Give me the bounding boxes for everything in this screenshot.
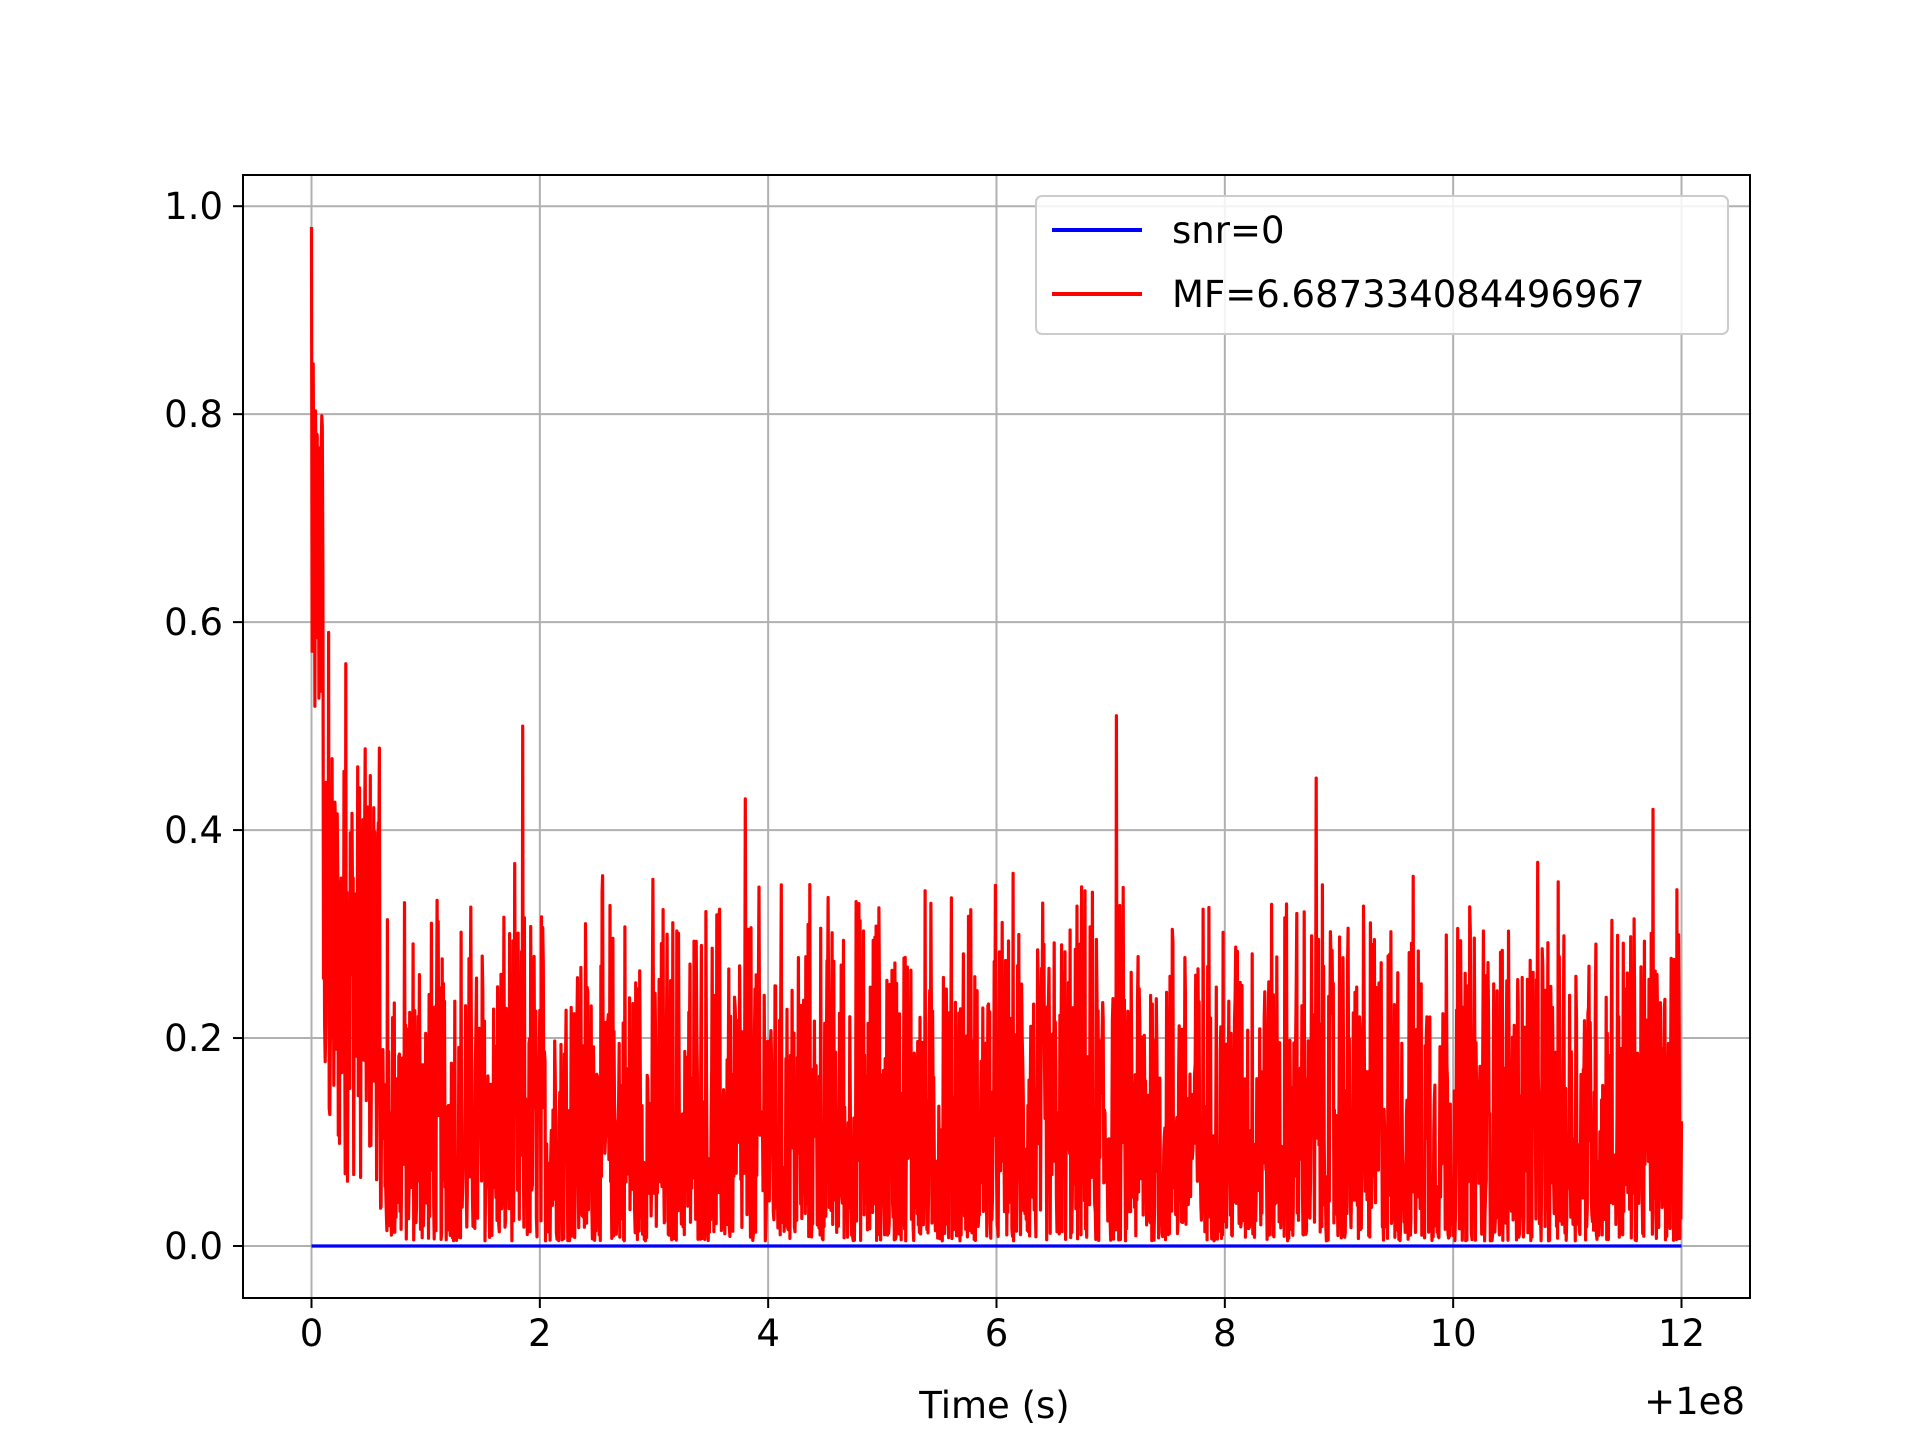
x-tick-label: 0 — [300, 1312, 324, 1355]
x-axis-label: Time (s) — [918, 1384, 1069, 1427]
y-tick-label: 0.0 — [164, 1225, 223, 1268]
axis-ticks: 0 2 4 6 8 10 12 0.0 0.2 0.4 0.6 0.8 1.0 — [164, 185, 1705, 1355]
x-tick-label: 10 — [1430, 1312, 1477, 1355]
y-tick-label: 0.8 — [164, 393, 223, 436]
y-tick-label: 0.6 — [164, 601, 223, 644]
y-tick-label: 0.2 — [164, 1017, 223, 1060]
legend-entry-label: snr=0 — [1172, 209, 1284, 252]
x-tick-label: 8 — [1213, 1312, 1237, 1355]
legend-entry-label: MF=6.687334084496967 — [1172, 273, 1645, 316]
x-tick-label: 2 — [528, 1312, 552, 1355]
legend: snr=0 MF=6.687334084496967 — [1035, 195, 1729, 335]
y-tick-label: 0.4 — [164, 809, 223, 852]
x-tick-label: 12 — [1658, 1312, 1705, 1355]
x-axis-offset-label: +1e8 — [1644, 1380, 1745, 1423]
x-tick-label: 4 — [756, 1312, 780, 1355]
series-line-2 — [309, 226, 1684, 1243]
plot-series — [309, 226, 1684, 1248]
legend-box — [1035, 195, 1729, 335]
y-tick-label: 1.0 — [164, 185, 223, 228]
x-tick-label: 6 — [985, 1312, 1009, 1355]
